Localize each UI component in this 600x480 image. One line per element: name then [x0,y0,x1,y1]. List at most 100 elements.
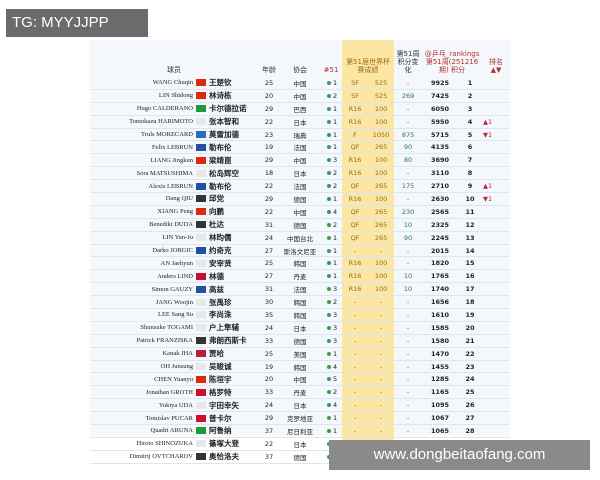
association: 日本 [280,398,321,413]
points-change: - [394,308,423,322]
assoc-rank: 1 [332,143,338,152]
player-name: JANG Woojin [90,295,194,310]
player-name: Felix LEBRUN [90,140,194,155]
player-name-cn: 篠塚大登 [208,437,259,451]
assoc-rank-cell: 1 [320,347,343,361]
points: 1820 [422,256,459,271]
stage: R16 [342,115,369,129]
table-row: Benedikt DUDA 杜达 31 德国 2 QF 265 10 2325 12 [90,218,511,232]
player-name: Truls MORECARD [90,128,194,142]
player-name-cn: 格罗特 [208,385,259,400]
age: 29 [258,411,281,426]
flag [196,92,206,100]
stage-points: - [368,372,395,387]
player-name: LEE Sang Su [90,308,194,322]
rank-move [482,347,511,361]
association: 美国 [280,347,321,361]
age: 22 [258,115,281,129]
association: 巴西 [280,102,321,116]
player-name-cn: 勒布伦 [208,140,259,155]
flag-cell [194,166,208,181]
stage: R16 [342,192,369,206]
table-row: Quadri ARUNA 阿鲁纳 37 尼日利亚 1- - -1065 28 [90,424,511,438]
points-change: 175 [394,179,423,194]
stage-points: 100 [368,282,395,297]
flag [196,401,206,409]
flag-cell [194,115,208,129]
age: 31 [258,218,281,232]
flag-cell [194,398,208,413]
rank: 2 [458,89,483,103]
tag-label: TG: MYYJJPP [6,9,148,37]
flag [196,156,206,164]
association: 法国 [280,282,321,297]
player-name: Hiroto SHINOZUKA [90,437,194,451]
rank-move [482,89,511,103]
rank: 13 [458,231,483,245]
flag [196,208,206,216]
assoc-rank-cell: 1 [320,244,343,258]
flag-cell [194,385,208,400]
assoc-rank-cell: 4 [320,398,343,413]
header-assoc-rank: #51 [323,66,339,74]
assoc-rank: 1 [332,194,338,203]
stage: QF [342,179,369,194]
age: 20 [258,372,281,387]
stage: - [342,244,369,258]
table-row: Tomislav PUCAR 普卡尔 29 克罗地亚 1- - -1067 27 [90,411,511,426]
player-name-cn: 户上隼辅 [208,321,259,335]
assoc-rank: 1 [332,272,338,281]
points-change: 269 [394,89,423,103]
age: 19 [258,140,281,155]
rank-move [482,360,511,374]
assoc-rank-cell: 2 [320,166,343,181]
player-name: Hugo CALDERANO [90,102,194,116]
player-name: LIANG Jingkun [90,153,194,168]
flag [196,195,206,203]
points: 9925 [422,77,459,90]
dot [326,196,331,201]
assoc-rank-cell: 2 [320,295,343,310]
dot [326,300,331,305]
association: 韩国 [280,360,321,374]
age: 31 [258,282,281,297]
player-name: LIN Yun-Ju [90,231,194,245]
stage: R16 [342,256,369,271]
dot [326,274,331,279]
flag [196,285,206,293]
dot [326,132,331,137]
rank-move: ▼1 [482,192,511,206]
stage-points: 265 [368,231,395,245]
stage: - [342,347,369,361]
rank-move [482,398,511,413]
stage: - [342,398,369,413]
stage: - [342,295,369,310]
assoc-rank: 2 [332,298,338,307]
flag [196,440,206,448]
rank-move [482,102,511,116]
age: 35 [258,308,281,322]
age: 29 [258,192,281,206]
table-row: Tomokazu HARIMOTO 张本智和 22 日本 1 R16 100-5950 4 ▲1 [90,115,511,129]
rank: 3 [458,102,483,116]
points: 1765 [422,269,459,284]
association: 法国 [280,179,321,194]
rank-move [482,231,511,245]
flag-cell [194,282,208,297]
player-name-cn: 弗朗西斯卡 [208,334,259,348]
stage: QF [342,231,369,245]
rank-move [482,218,511,232]
player-name-cn: 阿鲁纳 [208,424,259,438]
rank-move [482,269,511,284]
points: 4135 [422,140,459,155]
assoc-rank-cell: 1 [320,256,343,271]
stage: SF [342,77,369,90]
stage-points: 265 [368,140,395,155]
player-name: Shunsuke TOGAMI [90,321,194,335]
rank-move [482,282,511,297]
flag [196,118,206,126]
rank-move [482,295,511,310]
assoc-rank-cell: 4 [320,205,343,219]
points-change: - [394,360,423,374]
points: 1095 [422,398,459,413]
